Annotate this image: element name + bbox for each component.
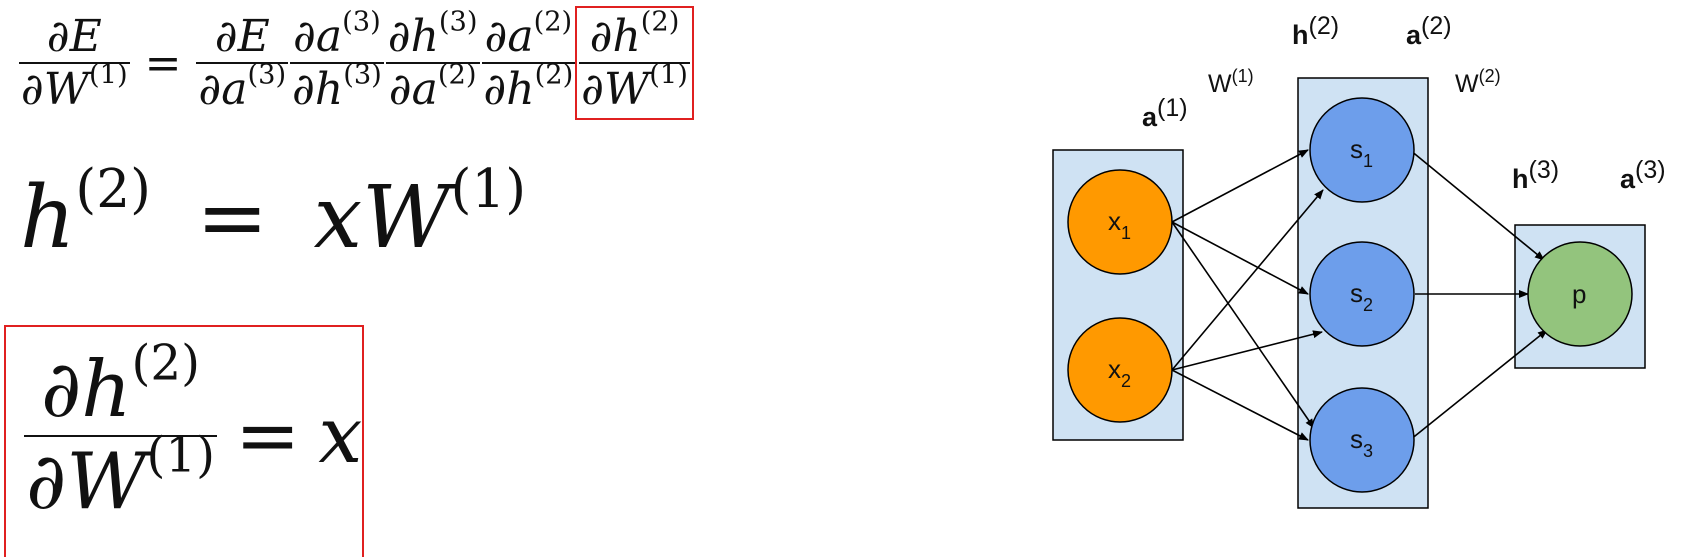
label-W2: W(2) [1455, 66, 1501, 98]
edge-x1-s1 [1171, 149, 1309, 223]
chain-term-4: ∂a(2) ∂h(2) [481, 6, 576, 115]
lhs-numerator: ∂E [46, 11, 102, 62]
edge-x2-s1 [1171, 189, 1324, 371]
chain-term-1: ∂E ∂a(3) [196, 11, 289, 115]
edge-s3-p [1409, 329, 1548, 441]
hidden-layer-equation: h(2) = xW(1) [20, 158, 527, 268]
node-x1: x1 [1067, 169, 1173, 275]
label-h2: h(2) [1292, 12, 1339, 50]
edge-x1-s2 [1171, 221, 1309, 295]
lhs-denominator: ∂W(1) [21, 59, 128, 115]
node-s2: s2 [1309, 241, 1415, 347]
svg-text:x1: x1 [1108, 206, 1131, 243]
svg-text:s1: s1 [1350, 134, 1373, 171]
label-W1: W(1) [1208, 66, 1254, 98]
chain-rule-equation: ∂E ∂W(1) = ∂E ∂a(3) ∂a(3) ∂h(3) ∂h(3) ∂a… [18, 6, 694, 120]
equals-sign: = [144, 37, 182, 89]
label-a2: a(2) [1406, 12, 1452, 50]
svg-text:x2: x2 [1108, 354, 1131, 391]
edge-s1-p [1409, 149, 1545, 261]
lhs-fraction: ∂E ∂W(1) [19, 11, 130, 115]
edge-x1-s3 [1171, 221, 1315, 429]
derivative-result-equation: ∂h(2) ∂W(1) = x [24, 335, 363, 527]
svg-text:s2: s2 [1350, 278, 1373, 315]
result-rhs: x [318, 391, 363, 481]
svg-text:s3: s3 [1350, 424, 1373, 461]
label-a3: a(3) [1620, 156, 1666, 194]
neural-network-diagram: x1 x2 s1 s2 s3 p a(1) W(1) h(2) a(2) W(2… [1052, 12, 1666, 509]
chain-term-3: ∂h(3) ∂a(2) [385, 6, 480, 115]
derivative-result-box: ∂h(2) ∂W(1) = x [4, 325, 364, 557]
node-s1: s1 [1309, 97, 1415, 203]
result-fraction: ∂h(2) ∂W(1) [24, 335, 218, 527]
node-x2: x2 [1067, 317, 1173, 423]
edges [1171, 149, 1548, 441]
edge-x2-s3 [1171, 369, 1309, 441]
svg-text:p: p [1572, 279, 1586, 309]
chain-term-2: ∂a(3) ∂h(3) [290, 6, 384, 115]
label-a1: a(1) [1142, 94, 1188, 132]
node-p: p [1527, 241, 1633, 347]
label-h3: h(3) [1512, 156, 1559, 194]
edge-x2-s2 [1171, 330, 1323, 371]
chain-term-5-highlighted: ∂h(2) ∂W(1) [575, 6, 694, 120]
node-s3: s3 [1309, 387, 1415, 493]
